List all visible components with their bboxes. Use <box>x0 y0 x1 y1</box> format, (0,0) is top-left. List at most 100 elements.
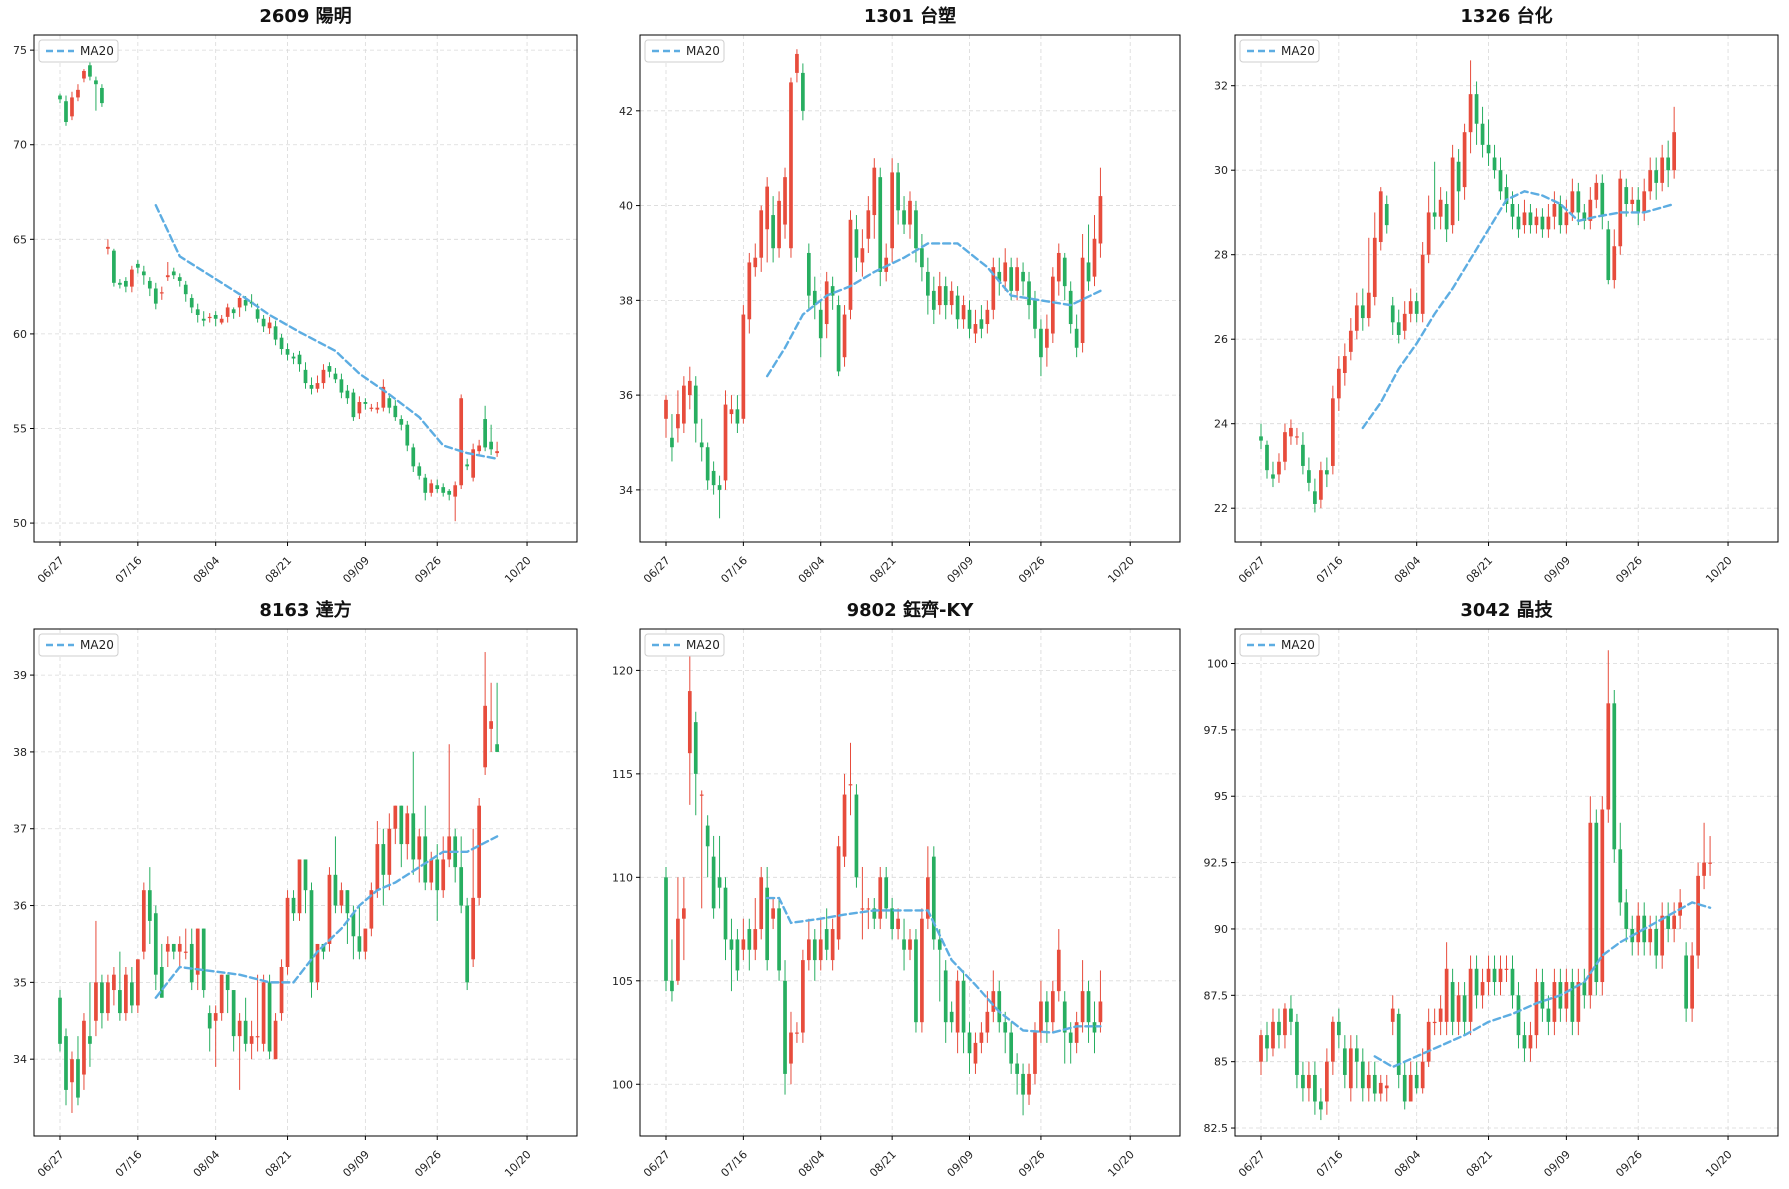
candle-body <box>88 65 92 77</box>
candle-body <box>153 288 158 304</box>
candle-body <box>1319 470 1323 500</box>
candle-body <box>1098 1001 1103 1023</box>
candle-body <box>789 82 793 249</box>
x-tick-label: 06/27 <box>1236 1148 1268 1180</box>
candle-body <box>285 349 290 355</box>
candle-body <box>1486 968 1491 983</box>
candle-body <box>854 229 859 258</box>
candle-body <box>783 177 787 225</box>
candle-body <box>1606 703 1611 810</box>
legend: MA20 <box>644 633 725 657</box>
x-tick-label: 09/09 <box>1541 554 1573 586</box>
candle-body <box>931 856 936 940</box>
candle-body <box>991 267 996 310</box>
candle-body <box>70 1059 74 1083</box>
candle-body <box>1492 157 1497 171</box>
candle-body <box>447 490 452 495</box>
candle-body <box>375 844 380 891</box>
candle-body <box>118 990 122 1014</box>
candle-body <box>88 1036 92 1044</box>
candle-body <box>723 404 728 481</box>
x-tick-label: 07/16 <box>113 1148 145 1180</box>
candle-body <box>1265 444 1269 471</box>
candle-body <box>753 929 758 950</box>
candle-body <box>147 890 152 921</box>
y-tick-label: 30 <box>1214 164 1228 177</box>
candle-body <box>1666 915 1671 929</box>
candle-body <box>309 384 314 389</box>
candle-body <box>1402 313 1407 331</box>
candle-body <box>1504 187 1509 204</box>
legend: MA20 <box>38 39 119 63</box>
candle-body <box>1630 199 1635 204</box>
candle-body <box>1301 1074 1305 1089</box>
candle-body <box>1564 982 1569 1009</box>
candle-body <box>830 286 835 296</box>
candle-body <box>189 297 194 308</box>
candle-body <box>58 997 62 1044</box>
legend-box <box>1239 39 1320 63</box>
candle-body <box>435 485 440 490</box>
candle-body <box>806 939 811 961</box>
candle-body <box>890 172 894 249</box>
candle-body <box>441 859 446 891</box>
candle-body <box>985 309 990 325</box>
y-tick-label: 34 <box>619 484 633 497</box>
plot-frame <box>33 34 578 543</box>
legend-ma20-label: MA20 <box>686 44 720 58</box>
candle-body <box>1654 928 1659 956</box>
chart-title: 1301 台塑 <box>864 5 956 27</box>
candle-body <box>1408 301 1413 314</box>
candle-body <box>682 908 686 919</box>
candle-body <box>1672 915 1677 929</box>
chart-title: 3042 晶技 <box>1460 599 1553 621</box>
candle-body <box>1564 212 1569 226</box>
candle-body <box>1498 968 1503 983</box>
candle-body <box>1438 1008 1443 1022</box>
candle-body <box>1307 470 1311 483</box>
plot-frame <box>1234 628 1779 1137</box>
candle-body <box>1050 991 1055 1023</box>
candle-body <box>664 877 668 981</box>
candle-body <box>687 691 692 754</box>
candle-body <box>129 982 134 1006</box>
candle-body <box>699 442 704 448</box>
candle-body <box>1450 157 1455 226</box>
candle-body <box>1534 982 1539 1036</box>
x-tick-label: 07/16 <box>113 554 145 586</box>
candle-body <box>1618 849 1623 903</box>
candle-body <box>997 991 1002 1023</box>
candle-body <box>801 72 805 111</box>
x-tick-label: 10/20 <box>1105 554 1137 586</box>
candle-body <box>1636 915 1641 943</box>
candle-body <box>70 97 74 117</box>
candle-body <box>926 271 930 296</box>
candle-body <box>1666 157 1671 171</box>
candle-body <box>267 322 272 329</box>
candle-body <box>783 980 787 1074</box>
candle-body <box>937 939 942 950</box>
plot-frame <box>1234 34 1779 543</box>
candle-body <box>1522 1035 1527 1049</box>
candle-body <box>183 951 188 953</box>
candle-body <box>1045 1001 1049 1023</box>
candle-body <box>1283 1008 1287 1036</box>
candle-body <box>1330 1021 1335 1062</box>
candle-body <box>1390 305 1395 323</box>
x-tick-label: 10/20 <box>1105 1148 1137 1180</box>
x-tick-label: 08/04 <box>796 1148 828 1180</box>
candle-body <box>1408 1074 1413 1102</box>
candle-body <box>1552 204 1557 217</box>
candle-body <box>1600 182 1605 217</box>
legend-box <box>38 39 119 63</box>
candle-body <box>1588 199 1593 221</box>
ma20-line <box>154 835 499 999</box>
candle-body <box>1027 1073 1031 1095</box>
candle-body <box>261 318 266 327</box>
candle-body <box>195 309 200 315</box>
candle-body <box>315 383 320 389</box>
candle-body <box>1259 1035 1263 1062</box>
x-tick-label: 07/16 <box>718 554 750 586</box>
x-tick-label: 08/04 <box>1392 1148 1424 1180</box>
candle-body <box>717 877 722 888</box>
